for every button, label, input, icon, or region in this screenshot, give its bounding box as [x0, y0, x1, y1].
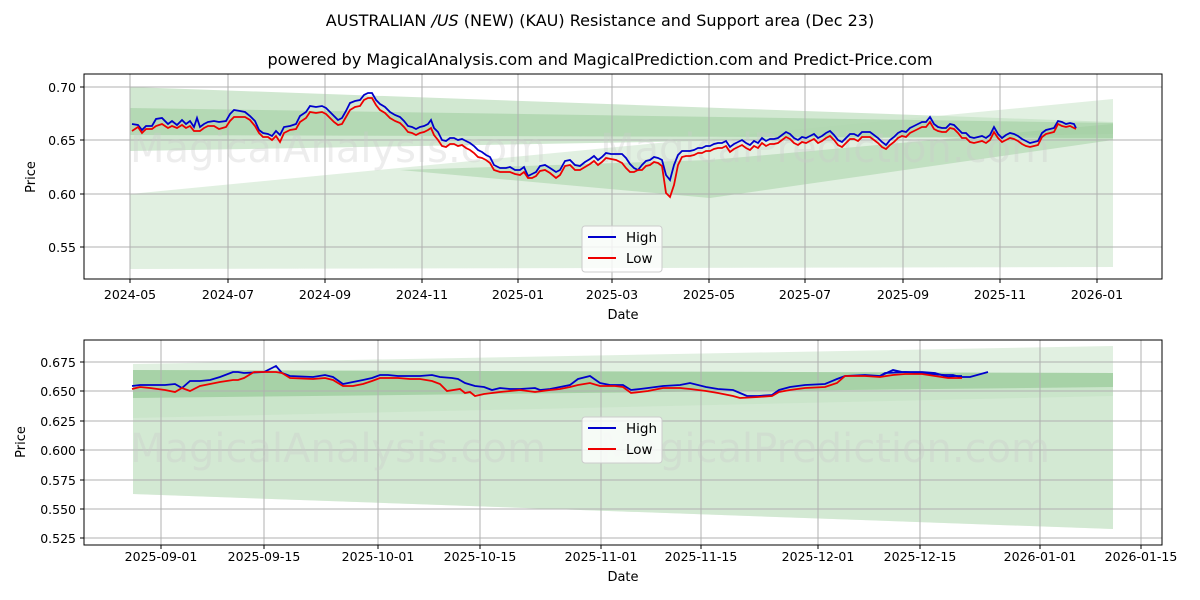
y-tick-label: 0.60	[48, 187, 76, 202]
bottom-x-axis-label: Date	[607, 570, 638, 585]
legend-high-label: High	[626, 230, 657, 246]
top-low-line	[131, 97, 1077, 199]
chart-title: AUSTRALIAN /US (NEW) (KAU) Resistance an…	[325, 11, 875, 30]
x-tick-label: 2025-12-01	[782, 549, 855, 564]
x-tick-label: 2025-11-01	[565, 549, 638, 564]
legend-low-label: Low	[626, 442, 653, 458]
x-tick-label: 2025-10-15	[444, 549, 517, 564]
top-x-axis: 2024-05 2024-07 2024-09 2024-11 2025-01 …	[104, 279, 1123, 323]
x-tick-label: 2026-01	[1071, 287, 1123, 302]
bottom-y-axis: 0.675 0.650 0.625 0.600 0.575 0.550 0.52…	[14, 355, 84, 546]
x-tick-label: 2025-07	[779, 287, 831, 302]
top-axes-frame	[83, 73, 1163, 280]
x-tick-label: 2025-11	[974, 287, 1026, 302]
bottom-low-line	[131, 371, 962, 399]
x-tick-label: 2024-07	[202, 287, 254, 302]
y-tick-label: 0.70	[48, 80, 76, 95]
x-tick-label: 2024-11	[396, 287, 448, 302]
top-band-support	[130, 99, 1113, 269]
top-high-line	[131, 92, 1077, 182]
bottom-axes-frame	[83, 339, 1163, 546]
x-tick-label: 2025-09-15	[228, 549, 301, 564]
y-tick-label: 0.675	[40, 355, 76, 370]
top-y-axis-label: Price	[24, 161, 39, 193]
x-tick-label: 2025-09-01	[125, 549, 198, 564]
y-tick-label: 0.55	[48, 240, 76, 255]
x-tick-label: 2025-12-15	[884, 549, 957, 564]
y-tick-label: 0.525	[40, 531, 76, 546]
watermark-bottom-right: MagicalPrediction.com	[600, 426, 1050, 472]
x-tick-label: 2024-09	[299, 287, 351, 302]
legend-low-label: Low	[626, 251, 653, 267]
y-tick-label: 0.625	[40, 414, 76, 429]
y-tick-label: 0.550	[40, 502, 76, 517]
top-band-mid	[400, 124, 1113, 198]
bottom-high-tail	[879, 369, 962, 378]
bottom-legend: High Low	[581, 416, 663, 464]
watermark-bottom-left: MagicalAnalysis.com	[130, 426, 546, 472]
bottom-high-line	[131, 364, 989, 397]
top-x-axis-label: Date	[607, 308, 638, 323]
y-tick-label: 0.65	[48, 133, 76, 148]
chart-subtitle: powered by MagicalAnalysis.com and Magic…	[267, 50, 933, 69]
x-tick-label: 2025-05	[683, 287, 735, 302]
x-tick-label: 2026-01-01	[1004, 549, 1077, 564]
y-tick-label: 0.600	[40, 443, 76, 458]
x-tick-label: 2025-10-01	[342, 549, 415, 564]
legend-high-label: High	[626, 421, 657, 437]
x-tick-label: 2025-11-15	[665, 549, 738, 564]
bottom-x-axis: 2025-09-01 2025-09-15 2025-10-01 2025-10…	[125, 545, 1178, 585]
top-legend: High Low	[581, 225, 663, 273]
bottom-y-axis-label: Price	[14, 426, 29, 458]
x-tick-label: 2025-01	[492, 287, 544, 302]
x-tick-label: 2026-01-15	[1105, 549, 1178, 564]
top-y-axis: 0.70 0.65 0.60 0.55 Price	[24, 80, 84, 255]
y-tick-label: 0.650	[40, 384, 76, 399]
y-tick-label: 0.575	[40, 473, 76, 488]
bottom-chart: MagicalAnalysis.com MagicalPrediction.co…	[14, 339, 1178, 585]
top-band-inner	[130, 108, 1113, 138]
watermark-top-left: MagicalAnalysis.com	[130, 126, 546, 172]
x-tick-label: 2024-05	[104, 287, 156, 302]
x-tick-label: 2025-09	[877, 287, 929, 302]
x-tick-label: 2025-03	[586, 287, 638, 302]
top-chart: MagicalAnalysis.com MagicalPrediction.co…	[24, 73, 1163, 323]
